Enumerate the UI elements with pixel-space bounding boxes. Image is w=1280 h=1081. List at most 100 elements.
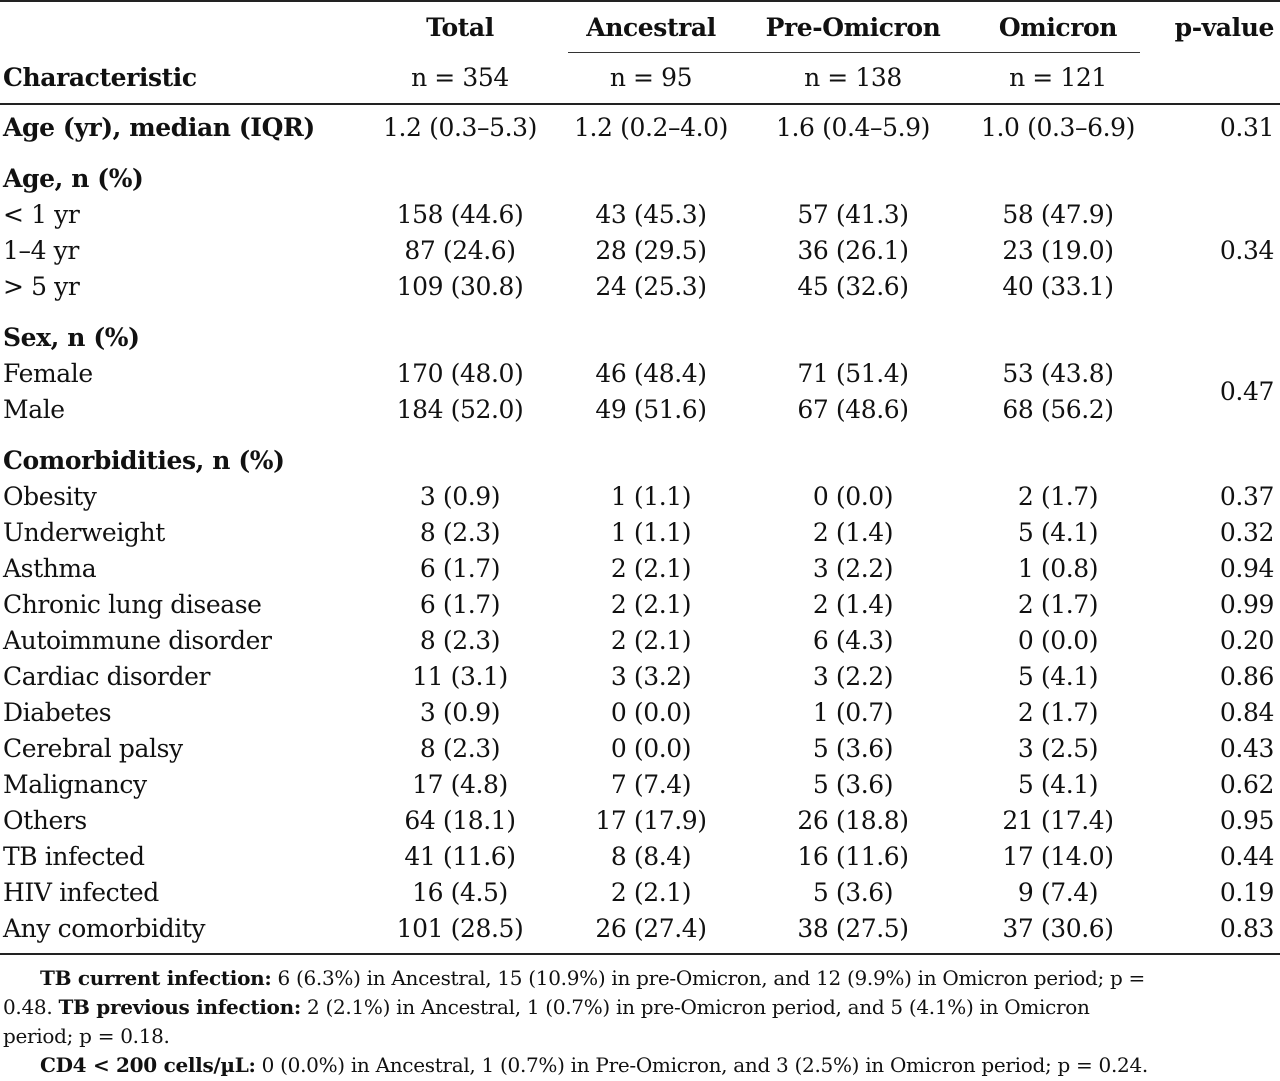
cell-omicron: 21 (17.4) (1002, 806, 1114, 835)
age-median-ancestral: 1.2 (0.2–4.0) (573, 113, 729, 142)
cell-pre-omicron: 57 (41.3) (797, 200, 909, 229)
row-label: Chronic lung disease (3, 590, 262, 619)
cell-omicron: 3 (2.5) (1017, 734, 1099, 763)
cell-pre-omicron: 5 (3.6) (812, 878, 894, 907)
row-label: Diabetes (3, 698, 112, 727)
cell-total: 109 (30.8) (396, 272, 524, 301)
row-label: > 5 yr (3, 272, 80, 301)
cell-omicron: 9 (7.4) (1017, 878, 1099, 907)
row-label-age-median: Age (yr), median (IQR) (3, 113, 315, 142)
footnote-tb-current-label: TB current infection: (40, 966, 272, 990)
cell-ancestral: 46 (48.4) (595, 359, 707, 388)
cell-ancestral: 24 (25.3) (595, 272, 707, 301)
footnote-line-3: period; p = 0.18. (3, 1022, 1276, 1051)
row-label: Autoimmune disorder (3, 626, 272, 655)
n-pre-omicron: n = 138 (804, 63, 902, 92)
cell-omicron: 53 (43.8) (1002, 359, 1114, 388)
n-total: n = 354 (411, 63, 509, 92)
cell-ancestral: 43 (45.3) (595, 200, 707, 229)
cell-pvalue: 0.84 (1219, 698, 1274, 727)
cell-omicron: 58 (47.9) (1002, 200, 1114, 229)
cell-ancestral: 1 (1.1) (610, 482, 692, 511)
cell-pvalue: 0.83 (1219, 914, 1274, 943)
cell-omicron: 5 (4.1) (1017, 518, 1099, 547)
row-label: Cerebral palsy (3, 734, 183, 763)
cell-pvalue: 0.43 (1219, 734, 1274, 763)
cell-pre-omicron: 2 (1.4) (812, 518, 894, 547)
cell-total: 158 (44.6) (396, 200, 524, 229)
cell-pre-omicron: 5 (3.6) (812, 770, 894, 799)
col-header-pre-omicron: Pre-Omicron (765, 13, 941, 42)
cell-pvalue: 0.37 (1219, 482, 1274, 511)
header-bottom-rule (0, 103, 1280, 105)
col-header-pvalue: p-value (1174, 13, 1275, 42)
cell-omicron: 37 (30.6) (1002, 914, 1114, 943)
cell-pre-omicron: 3 (2.2) (812, 554, 894, 583)
cell-total: 87 (24.6) (404, 236, 516, 265)
cell-pvalue: 0.20 (1219, 626, 1274, 655)
col-header-ancestral: Ancestral (586, 13, 716, 42)
cell-total: 11 (3.1) (412, 662, 508, 691)
row-label: Cardiac disorder (3, 662, 211, 691)
row-label: Asthma (3, 554, 97, 583)
cell-total: 101 (28.5) (396, 914, 524, 943)
cell-total: 170 (48.0) (396, 359, 524, 388)
cell-pre-omicron: 16 (11.6) (797, 842, 909, 871)
row-label: 1–4 yr (3, 236, 79, 265)
cell-omicron: 17 (14.0) (1002, 842, 1114, 871)
cell-total: 6 (1.7) (419, 590, 501, 619)
footnote-tb-previous-text: 2 (2.1%) in Ancestral, 1 (0.7%) in pre-O… (300, 995, 1090, 1019)
cell-omicron: 1 (0.8) (1017, 554, 1099, 583)
row-label: < 1 yr (3, 200, 80, 229)
cell-pre-omicron: 36 (26.1) (797, 236, 909, 265)
cell-pre-omicron: 45 (32.6) (797, 272, 909, 301)
row-label: Obesity (3, 482, 97, 511)
section-title-comorbidities: Comorbidities, n (%) (3, 446, 285, 475)
age-median-total: 1.2 (0.3–5.3) (382, 113, 538, 142)
cell-ancestral: 1 (1.1) (610, 518, 692, 547)
cell-pre-omicron: 2 (1.4) (812, 590, 894, 619)
cell-pvalue: 0.62 (1219, 770, 1274, 799)
age-median-pre-omicron: 1.6 (0.4–5.9) (775, 113, 931, 142)
cell-omicron: 68 (56.2) (1002, 395, 1114, 424)
cell-omicron: 5 (4.1) (1017, 662, 1099, 691)
cell-total: 184 (52.0) (396, 395, 524, 424)
row-label: Others (3, 806, 87, 835)
row-label: Underweight (3, 518, 165, 547)
table-bottom-rule (0, 953, 1280, 955)
sex-group-pvalue: 0.47 (1219, 377, 1274, 406)
n-ancestral: n = 95 (609, 63, 693, 92)
cell-ancestral: 28 (29.5) (595, 236, 707, 265)
cell-pre-omicron: 26 (18.8) (797, 806, 909, 835)
cell-ancestral: 8 (8.4) (610, 842, 692, 871)
footnote-cd4-label: CD4 < 200 cells/µL: (40, 1053, 256, 1077)
cell-omicron: 23 (19.0) (1002, 236, 1114, 265)
cell-omicron: 2 (1.7) (1017, 482, 1099, 511)
age-median-omicron: 1.0 (0.3–6.9) (980, 113, 1136, 142)
cell-pvalue: 0.32 (1219, 518, 1274, 547)
cell-pvalue: 0.94 (1219, 554, 1274, 583)
age-group-pvalue: 0.34 (1219, 236, 1274, 265)
cell-pre-omicron: 6 (4.3) (812, 626, 894, 655)
cell-ancestral: 17 (17.9) (595, 806, 707, 835)
cell-pvalue: 0.86 (1219, 662, 1274, 691)
cell-omicron: 0 (0.0) (1017, 626, 1099, 655)
cell-pre-omicron: 67 (48.6) (797, 395, 909, 424)
footnote-line-2: 0.48. TB previous infection: 2 (2.1%) in… (3, 993, 1276, 1022)
cell-pre-omicron: 38 (27.5) (797, 914, 909, 943)
cell-pre-omicron: 71 (51.4) (797, 359, 909, 388)
cell-total: 3 (0.9) (419, 482, 501, 511)
col-header-omicron: Omicron (998, 13, 1118, 42)
cell-total: 64 (18.1) (404, 806, 516, 835)
cell-ancestral: 2 (2.1) (610, 878, 692, 907)
row-label: TB infected (3, 842, 145, 871)
cell-omicron: 40 (33.1) (1002, 272, 1114, 301)
cell-pre-omicron: 0 (0.0) (812, 482, 894, 511)
table-top-rule (0, 0, 1280, 2)
cell-total: 8 (2.3) (419, 734, 501, 763)
footnote-line-4: CD4 < 200 cells/µL: 0 (0.0%) in Ancestra… (40, 1051, 1276, 1080)
age-median-pvalue: 0.31 (1219, 113, 1274, 142)
cell-pvalue: 0.95 (1219, 806, 1274, 835)
row-label: Any comorbidity (3, 914, 206, 943)
cell-pvalue: 0.44 (1219, 842, 1274, 871)
